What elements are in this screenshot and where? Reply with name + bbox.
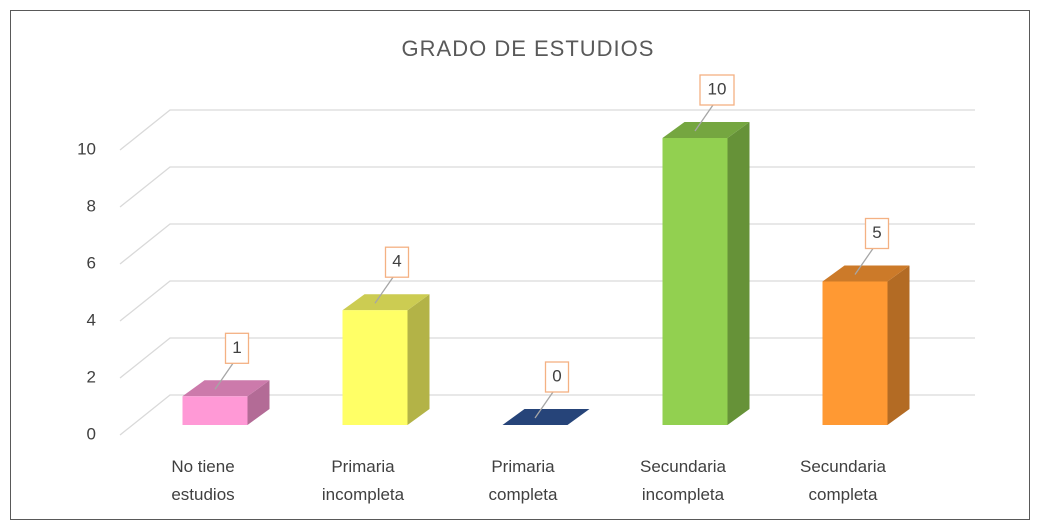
leader-line	[694, 104, 714, 132]
x-tick-label: Primaria incompleta	[322, 457, 405, 504]
bar-top	[182, 380, 270, 397]
bar	[822, 265, 910, 425]
leader-line	[534, 391, 554, 419]
data-label-box	[384, 246, 410, 278]
grid-line	[119, 109, 975, 151]
chart-title: GRADO DE ESTUDIOS	[402, 36, 655, 61]
leader-line	[374, 276, 394, 304]
y-tick-label: 10	[77, 139, 96, 158]
bar-side	[727, 122, 750, 425]
bar-top	[502, 409, 590, 425]
bar-side	[407, 294, 430, 425]
bar-side	[887, 265, 910, 425]
bar-top	[662, 122, 750, 138]
x-tick-label: Secundaria completa	[800, 457, 887, 504]
leader-line	[214, 362, 234, 390]
x-tick-label: Secundaria incompleta	[640, 457, 727, 504]
bar	[502, 409, 590, 425]
bar-top	[342, 294, 430, 311]
data-label: 1	[232, 338, 241, 357]
data-label-box	[544, 361, 570, 393]
bar	[662, 122, 750, 425]
bar-front	[182, 396, 248, 425]
x-tick-label: No tiene estudios	[171, 457, 234, 504]
bar	[342, 294, 430, 425]
data-label-box	[224, 332, 250, 364]
data-label-box	[864, 217, 890, 250]
data-label: 10	[708, 79, 727, 98]
y-tick-label: 0	[87, 424, 96, 443]
y-tick-label: 6	[87, 253, 96, 272]
leader-line	[854, 248, 874, 275]
y-tick-label: 2	[87, 367, 96, 386]
data-label: 0	[552, 366, 561, 385]
y-tick-label: 8	[87, 196, 96, 215]
y-tick-label: 4	[87, 310, 96, 329]
data-label: 5	[872, 223, 881, 242]
bar-front	[342, 310, 408, 425]
bar	[182, 380, 270, 425]
bar-front	[662, 138, 728, 425]
x-tick-label: Primaria completa	[489, 457, 559, 504]
bar-side	[247, 380, 270, 425]
chart-border	[10, 10, 1030, 520]
data-label-box	[699, 74, 735, 106]
bar-front	[822, 281, 888, 425]
bar-top	[822, 265, 910, 282]
data-label: 4	[392, 252, 401, 271]
